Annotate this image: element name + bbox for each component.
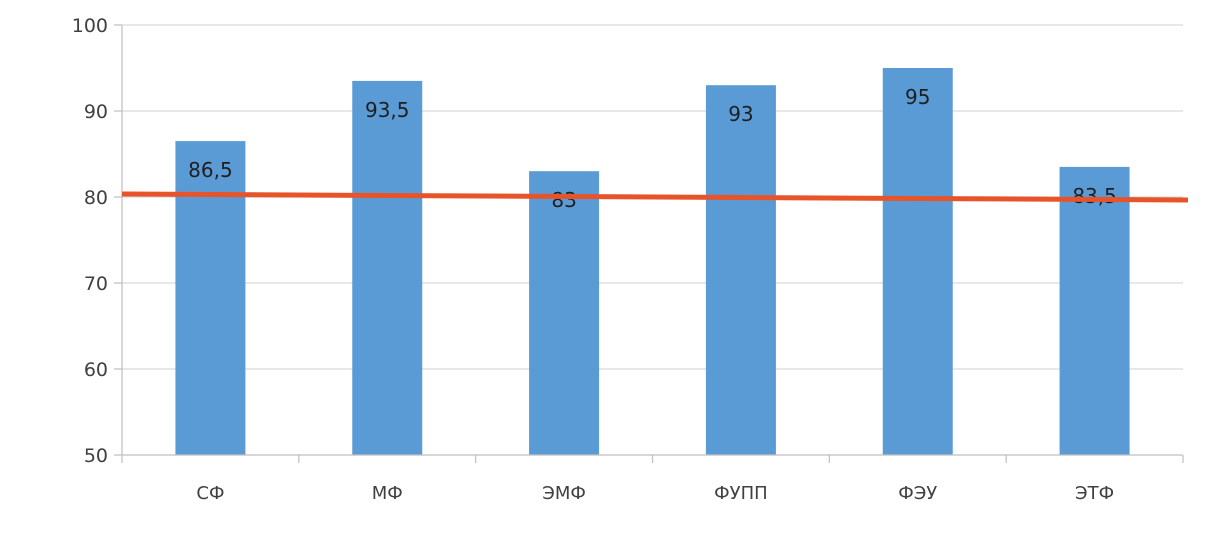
data-label: 93,5 bbox=[365, 98, 410, 122]
x-tick-label: СФ bbox=[196, 483, 224, 504]
x-tick-label: ЭТФ bbox=[1075, 483, 1114, 504]
data-label: 83 bbox=[551, 188, 576, 212]
x-axis: СФ МФ ЭМФ ФУПП ФЭУ ЭТФ bbox=[121, 454, 1184, 504]
data-label: 95 bbox=[905, 85, 930, 109]
y-axis: 50 60 70 80 90 100 bbox=[72, 15, 123, 467]
bar bbox=[175, 141, 246, 455]
x-tick-label: ФУПП bbox=[714, 483, 768, 504]
x-tick-label: ФЭУ bbox=[898, 483, 937, 504]
data-labels: 86,5 93,5 83 93 95 83,5 bbox=[188, 85, 1117, 212]
bar bbox=[529, 171, 600, 455]
data-label: 93 bbox=[728, 102, 753, 126]
bar bbox=[882, 68, 953, 455]
bar bbox=[352, 80, 423, 456]
y-tick-label: 60 bbox=[84, 359, 108, 381]
bar bbox=[705, 85, 776, 455]
data-label: 83,5 bbox=[1072, 184, 1117, 208]
x-tick-label: ЭМФ bbox=[542, 483, 586, 504]
y-tick-label: 50 bbox=[84, 445, 108, 467]
y-tick-label: 80 bbox=[84, 187, 108, 209]
reference-line-group bbox=[121, 191, 1189, 203]
y-tick-label: 70 bbox=[84, 273, 108, 295]
y-tick-label: 100 bbox=[72, 15, 108, 37]
reference-line bbox=[121, 191, 1189, 203]
y-tick-label: 90 bbox=[84, 101, 108, 123]
bar bbox=[1059, 166, 1130, 455]
bars bbox=[175, 68, 1130, 456]
x-tick-label: МФ bbox=[372, 483, 403, 504]
data-label: 86,5 bbox=[188, 158, 233, 182]
